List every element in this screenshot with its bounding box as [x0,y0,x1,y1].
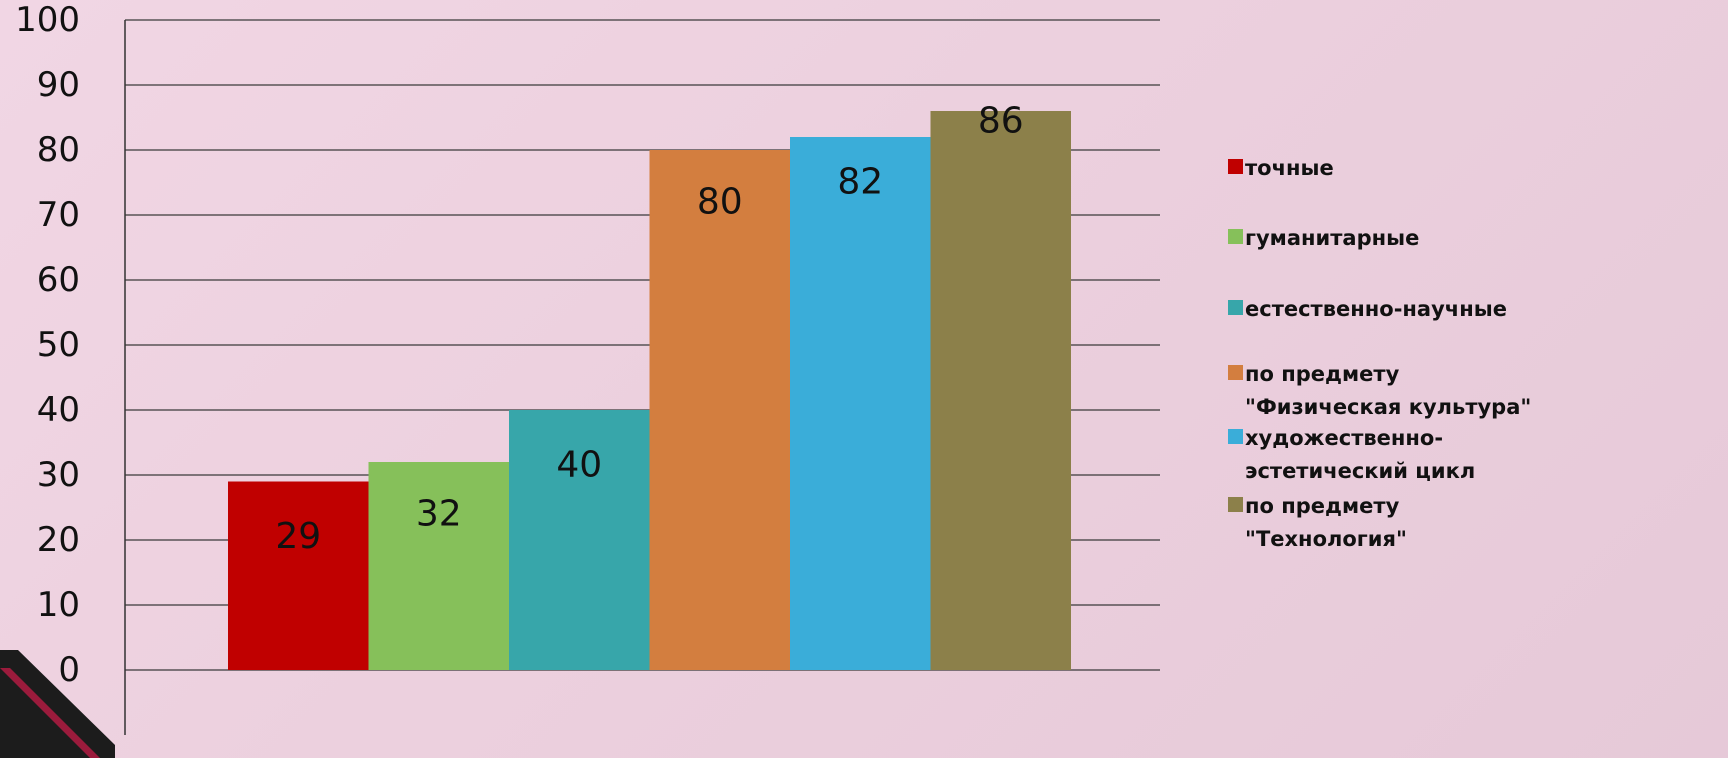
bar [509,410,650,670]
y-tick-labels: 0 10 20 30 40 50 60 70 80 90 100 [15,0,80,690]
data-label: 80 [697,182,743,223]
legend-label: естественно-научные [1245,297,1507,321]
y-tick-label: 90 [37,65,80,105]
legend-label: "Физическая культура" [1245,395,1531,419]
legend-swatch [1228,365,1243,380]
legend-label: художественно- [1245,426,1443,450]
bar [930,111,1071,670]
legend-label: по предмету [1245,362,1400,386]
data-label: 32 [416,494,462,535]
legend-swatch [1228,497,1243,512]
y-tick-label: 10 [37,585,80,625]
y-tick-label: 100 [15,0,80,40]
legend-item: естественно-научные [1228,297,1507,321]
legend-item: по предмету "Физическая культура" [1228,362,1531,419]
y-tick-label: 30 [37,455,80,495]
legend-item: художественно-эстетический цикл [1228,426,1475,483]
data-label: 86 [978,101,1024,142]
y-tick-label: 20 [37,520,80,560]
bar [368,462,509,670]
y-tick-label: 50 [37,325,80,365]
y-tick-label: 60 [37,260,80,300]
decorative-corner-stripe [0,650,115,758]
y-tick-label: 80 [37,130,80,170]
legend-label: точные [1245,156,1334,180]
decorative-corner-stripe-accent [0,668,100,758]
data-label: 29 [275,516,321,557]
legend-label: гуманитарные [1245,226,1419,250]
legend-swatch [1228,229,1243,244]
legend-item: по предмету "Технология" [1228,494,1407,551]
legend: точные гуманитарные естественно-научные по … [1228,156,1531,551]
y-tick-label: 70 [37,195,80,235]
legend-swatch [1228,159,1243,174]
legend-item: гуманитарные [1228,226,1419,250]
legend-swatch [1228,300,1243,315]
bar [228,481,369,670]
data-label: 82 [837,162,883,203]
y-tick-label: 0 [58,650,80,690]
legend-swatch [1228,429,1243,444]
bar [649,150,790,670]
legend-item: точные [1228,156,1334,180]
bar [790,137,931,670]
legend-label: эстетический цикл [1245,459,1475,483]
y-tick-label: 40 [37,390,80,430]
legend-label: "Технология" [1245,527,1407,551]
legend-label: по предмету [1245,494,1400,518]
data-label: 40 [556,445,602,486]
bars [228,111,1071,670]
data-labels: 29 32 40 80 82 86 [275,101,1023,558]
